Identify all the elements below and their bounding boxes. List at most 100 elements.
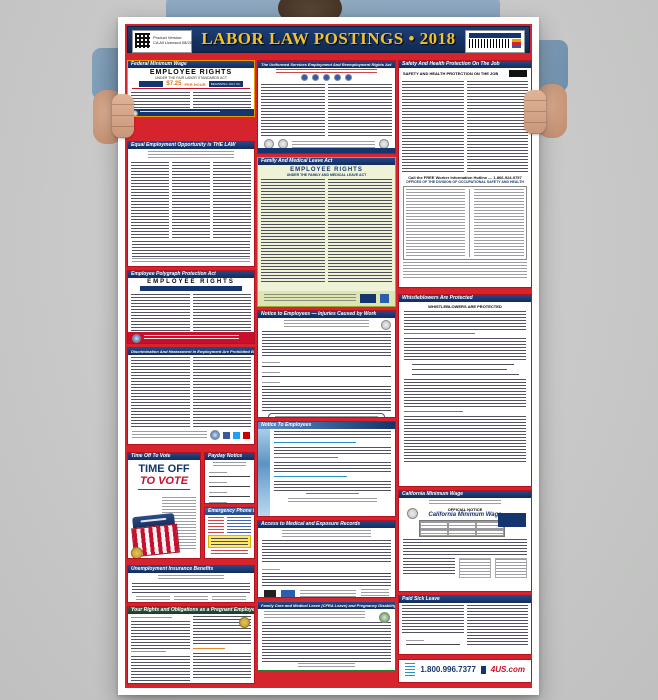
twitter-icon	[233, 431, 240, 439]
service-branch-icon	[312, 74, 319, 81]
link-lines	[274, 476, 347, 479]
text-lines	[131, 294, 190, 332]
side-note-box	[498, 513, 526, 527]
payday-form-line	[209, 479, 250, 487]
qr-code-icon	[135, 33, 150, 48]
text-lines	[261, 84, 325, 136]
gold-seal-icon	[130, 546, 144, 558]
publisher-note-lines	[405, 663, 416, 676]
panel-time-off-to-vote: Time Off To Vote TIME OFF TO VOTE	[127, 452, 201, 559]
text-lines	[227, 523, 251, 527]
text-lines	[274, 431, 391, 440]
link-lines	[274, 457, 339, 460]
fmw-wage-unit: PER HOUR	[184, 81, 206, 87]
psl-form-line	[406, 637, 460, 645]
office-list-lines	[474, 189, 524, 257]
table-cell	[448, 521, 476, 529]
panel-header-federal-minimum-wage: Federal Minimum Wage	[128, 61, 254, 68]
table-cell	[420, 521, 448, 529]
panel-header-ca-minimum-wage: California Minimum Wage	[399, 491, 531, 498]
text-lines	[402, 605, 464, 635]
text-lines	[403, 262, 527, 278]
panel-federal-minimum-wage: Federal Minimum Wage EMPLOYEE RIGHTS UND…	[127, 60, 255, 117]
poster-title: LABOR LAW POSTINGS • 2018	[201, 29, 456, 48]
panel-safety-health: Safety And Health Protection On The Job …	[398, 60, 532, 288]
text-lines	[208, 523, 224, 527]
panel-header-whistleblowers: Whistleblowers Are Protected	[399, 295, 531, 302]
text-lines	[262, 540, 391, 564]
color-calibration-icon	[512, 39, 521, 48]
text-lines	[144, 335, 239, 340]
link-lines	[274, 442, 356, 445]
link-lines	[306, 493, 359, 496]
text-lines	[158, 575, 224, 581]
injuries-form-line	[262, 359, 391, 367]
panel-header-polygraph: Employee Polygraph Protection Act	[128, 271, 254, 278]
panel-eeo: Equal Employment Opportunity is THE LAW	[127, 141, 255, 267]
globe-icon	[381, 320, 391, 330]
text-lines	[262, 331, 391, 357]
text-lines	[404, 311, 526, 331]
whistleblowers-title: WHISTLEBLOWERS ARE PROTECTED	[428, 304, 502, 309]
osha-logo	[264, 590, 276, 597]
polygraph-title: EMPLOYEE RIGHTS	[147, 279, 235, 285]
fmla-subtitle: UNDER THE FAMILY AND MEDICAL LEAVE ACT	[286, 173, 367, 177]
payday-form-line	[209, 499, 250, 503]
text-lines	[192, 653, 251, 680]
text-lines	[466, 81, 528, 173]
text-lines	[274, 462, 391, 474]
panel-header-userra: The Uniformed Services Employment And Re…	[258, 61, 395, 68]
table-cell	[476, 528, 504, 536]
text-lines	[402, 81, 464, 173]
youtube-icon	[243, 431, 250, 439]
labor-law-poster: Product Version: CA All Licensed 08/2017…	[118, 17, 539, 695]
bullet-line	[412, 374, 520, 377]
link-lines	[404, 333, 475, 336]
text-lines	[274, 447, 391, 455]
panel-header-unemployment: Unemployment Insurance Benefits	[128, 566, 254, 573]
panel-unemployment: Unemployment Insurance Benefits	[127, 565, 255, 603]
mini-table	[459, 558, 491, 578]
brand-site: 4US.com	[490, 665, 525, 674]
text-lines	[262, 576, 391, 586]
text-lines	[140, 111, 220, 114]
text-lines	[172, 162, 210, 238]
text-lines	[404, 446, 526, 464]
callout-box	[268, 413, 385, 417]
text-lines	[403, 539, 527, 557]
service-branch-icon	[334, 74, 341, 81]
service-branch-icon	[345, 74, 352, 81]
panel-header-safety-health: Safety And Health Protection On The Job	[399, 61, 531, 68]
text-lines	[227, 529, 251, 533]
payday-form-line	[209, 469, 250, 477]
text-lines	[213, 162, 251, 238]
left-hand-fingers	[112, 94, 134, 138]
publisher-bar	[469, 33, 521, 38]
text-lines	[264, 294, 356, 303]
fmw-subtitle: UNDER THE FAIR LABOR STANDARDS ACT	[154, 76, 228, 80]
panel-fmla: Family And Medical Leave Act EMPLOYEE RI…	[257, 157, 396, 307]
gold-seal-icon	[239, 617, 250, 628]
table-cell	[420, 528, 448, 536]
offices-table	[403, 186, 527, 260]
records-form-line	[262, 566, 391, 574]
safety-title: SAFETY AND HEALTH PROTECTION ON THE JOB	[403, 71, 499, 76]
fmw-navy-left	[139, 81, 164, 87]
wh-publication-icon	[380, 294, 389, 303]
text-lines	[300, 590, 356, 597]
panel-header-payday-notice: Payday Notice	[205, 453, 254, 460]
watercolor-edge	[258, 429, 270, 516]
panel-userra: The Uniformed Services Employment And Re…	[257, 60, 396, 154]
panel-header-fmla: Family And Medical Leave Act	[258, 158, 395, 165]
text-lines	[208, 529, 224, 533]
ca-state-seal	[407, 508, 418, 519]
dfeh-seal	[379, 612, 390, 623]
text-lines	[148, 151, 234, 158]
wage-rate-table	[419, 520, 505, 537]
text-lines	[136, 596, 170, 601]
injuries-form-line	[262, 379, 391, 387]
text-lines	[132, 258, 250, 264]
text-lines	[227, 517, 251, 521]
text-lines	[132, 430, 207, 440]
text-lines	[466, 605, 528, 647]
